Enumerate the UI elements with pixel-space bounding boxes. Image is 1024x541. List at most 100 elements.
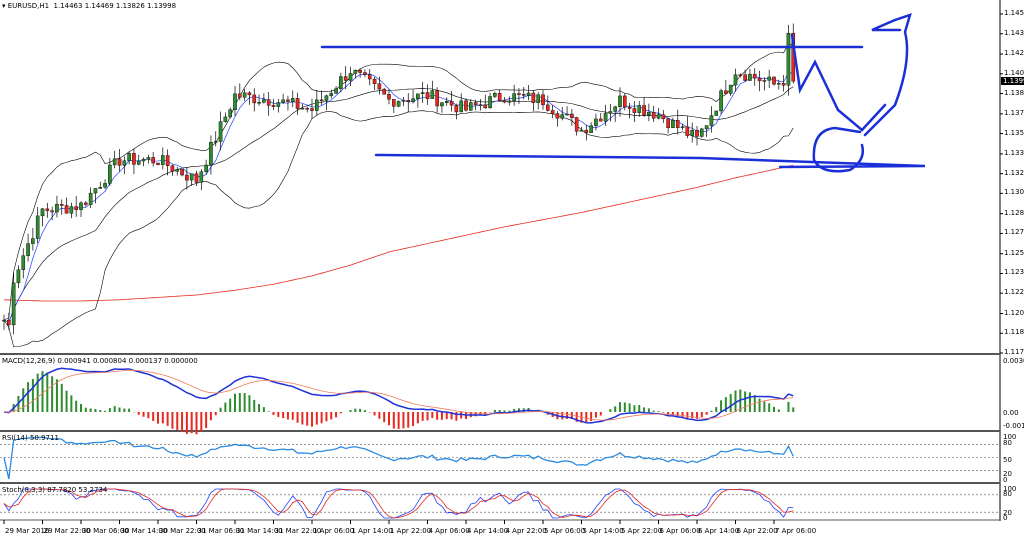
candle-body [209, 142, 213, 166]
candle-body [618, 95, 622, 107]
time-label: 6 Apr 14:00 [698, 527, 740, 535]
candle-body [329, 93, 334, 96]
candle-body [21, 255, 26, 271]
candle-body [478, 104, 483, 106]
time-label: 6 Apr 06:00 [659, 527, 701, 535]
stoch-label: Stoch(8,3,3) 87.7820 53.2734 [2, 486, 108, 494]
price-tick-label: 1.12890 [1004, 208, 1024, 217]
candle-body [632, 108, 637, 113]
candle-body [724, 90, 728, 94]
time-label: 1 Apr 14:00 [351, 527, 393, 535]
candle-body [661, 114, 666, 120]
candle-body [127, 153, 131, 161]
low-value: 1.13826 [115, 2, 145, 10]
candle-body [334, 88, 338, 94]
candle-body [507, 100, 512, 103]
candle-body [493, 93, 497, 97]
stoch-tick-label: 0 [1003, 514, 1008, 522]
candle-body [497, 93, 502, 101]
candle-body [11, 282, 16, 326]
candle-body [103, 183, 107, 188]
candle-body [84, 202, 88, 205]
candle-body [367, 74, 372, 80]
candle-body [464, 100, 468, 111]
time-label: 30 Mar 06:00 [82, 527, 129, 535]
candle-body [454, 104, 459, 113]
price-tick-label: 1.13725 [1004, 108, 1024, 117]
candle-body [671, 119, 675, 128]
candle-body [695, 130, 699, 137]
candle-body [74, 206, 78, 210]
dropdown-triangle-icon[interactable]: ▾ [2, 2, 6, 10]
candle-body [680, 126, 685, 128]
candle-body [117, 158, 122, 166]
current-price-tag: 1.13998 [1001, 77, 1024, 85]
candle-body [64, 205, 69, 214]
price-tick-label: 1.13225 [1004, 168, 1024, 177]
rsi-tick-label: 0 [1003, 476, 1008, 484]
rsi-tick-label: 50 [1003, 456, 1012, 464]
candle-body [382, 88, 386, 95]
candle-body [45, 208, 50, 211]
candle-body [35, 215, 40, 239]
candle-body [594, 118, 598, 126]
candle-body [165, 155, 170, 166]
candle-body [348, 73, 353, 81]
candle-body [69, 206, 74, 214]
candle-body [627, 106, 632, 109]
candle-body [550, 110, 555, 114]
candle-body [420, 92, 425, 95]
candle-body [358, 69, 362, 73]
candle-body [675, 119, 680, 128]
candle-body [185, 174, 189, 181]
candle-body [488, 96, 492, 109]
candle-body [31, 238, 35, 244]
candle-body [151, 157, 155, 164]
candle-body [252, 94, 257, 104]
time-label: 7 Apr 06:00 [775, 527, 817, 535]
stoch-signal-line [3, 488, 794, 519]
macd-tick-label: -0.00102 [1003, 422, 1024, 430]
candle-body [55, 204, 59, 213]
candle-body [502, 100, 507, 103]
candle-body [748, 73, 752, 81]
candle-body [324, 95, 329, 101]
candle-body [194, 173, 199, 183]
candle-body [444, 101, 449, 103]
candle-body [526, 92, 531, 96]
candle-body [141, 158, 146, 162]
candle-body [213, 141, 218, 143]
candle-body [396, 101, 401, 107]
time-label: 5 Apr 14:00 [582, 527, 624, 535]
candle-body [112, 158, 117, 166]
candle-body [781, 83, 786, 86]
candle-body [416, 93, 420, 99]
candle-body [584, 129, 589, 133]
candle-body [343, 76, 348, 81]
candle-body [387, 94, 391, 100]
candle-body [574, 117, 579, 132]
time-label: 30 Mar 22:00 [159, 527, 206, 535]
candle-body [247, 92, 252, 96]
candle-body [449, 101, 454, 106]
candle-body [666, 118, 670, 128]
candle-body [767, 76, 771, 81]
candle-body [223, 116, 228, 122]
candle-body [392, 99, 396, 107]
time-label: 29 Mar 22:00 [43, 527, 91, 535]
open-value: 1.14463 [53, 2, 83, 10]
candle-body [161, 155, 165, 165]
candle-body [512, 93, 516, 102]
candle-body [517, 93, 521, 95]
candle-body [411, 98, 415, 102]
candle-body [93, 188, 98, 194]
time-label: 5 Apr 06:00 [544, 527, 586, 535]
price-tick-label: 1.12555 [1004, 248, 1024, 257]
macd-tick-label: 0.00302 [1003, 357, 1024, 365]
candle-body [281, 99, 285, 103]
candle-body [656, 114, 661, 119]
candle-body [180, 169, 184, 176]
candle-body [7, 319, 11, 326]
candle-body [401, 100, 406, 102]
